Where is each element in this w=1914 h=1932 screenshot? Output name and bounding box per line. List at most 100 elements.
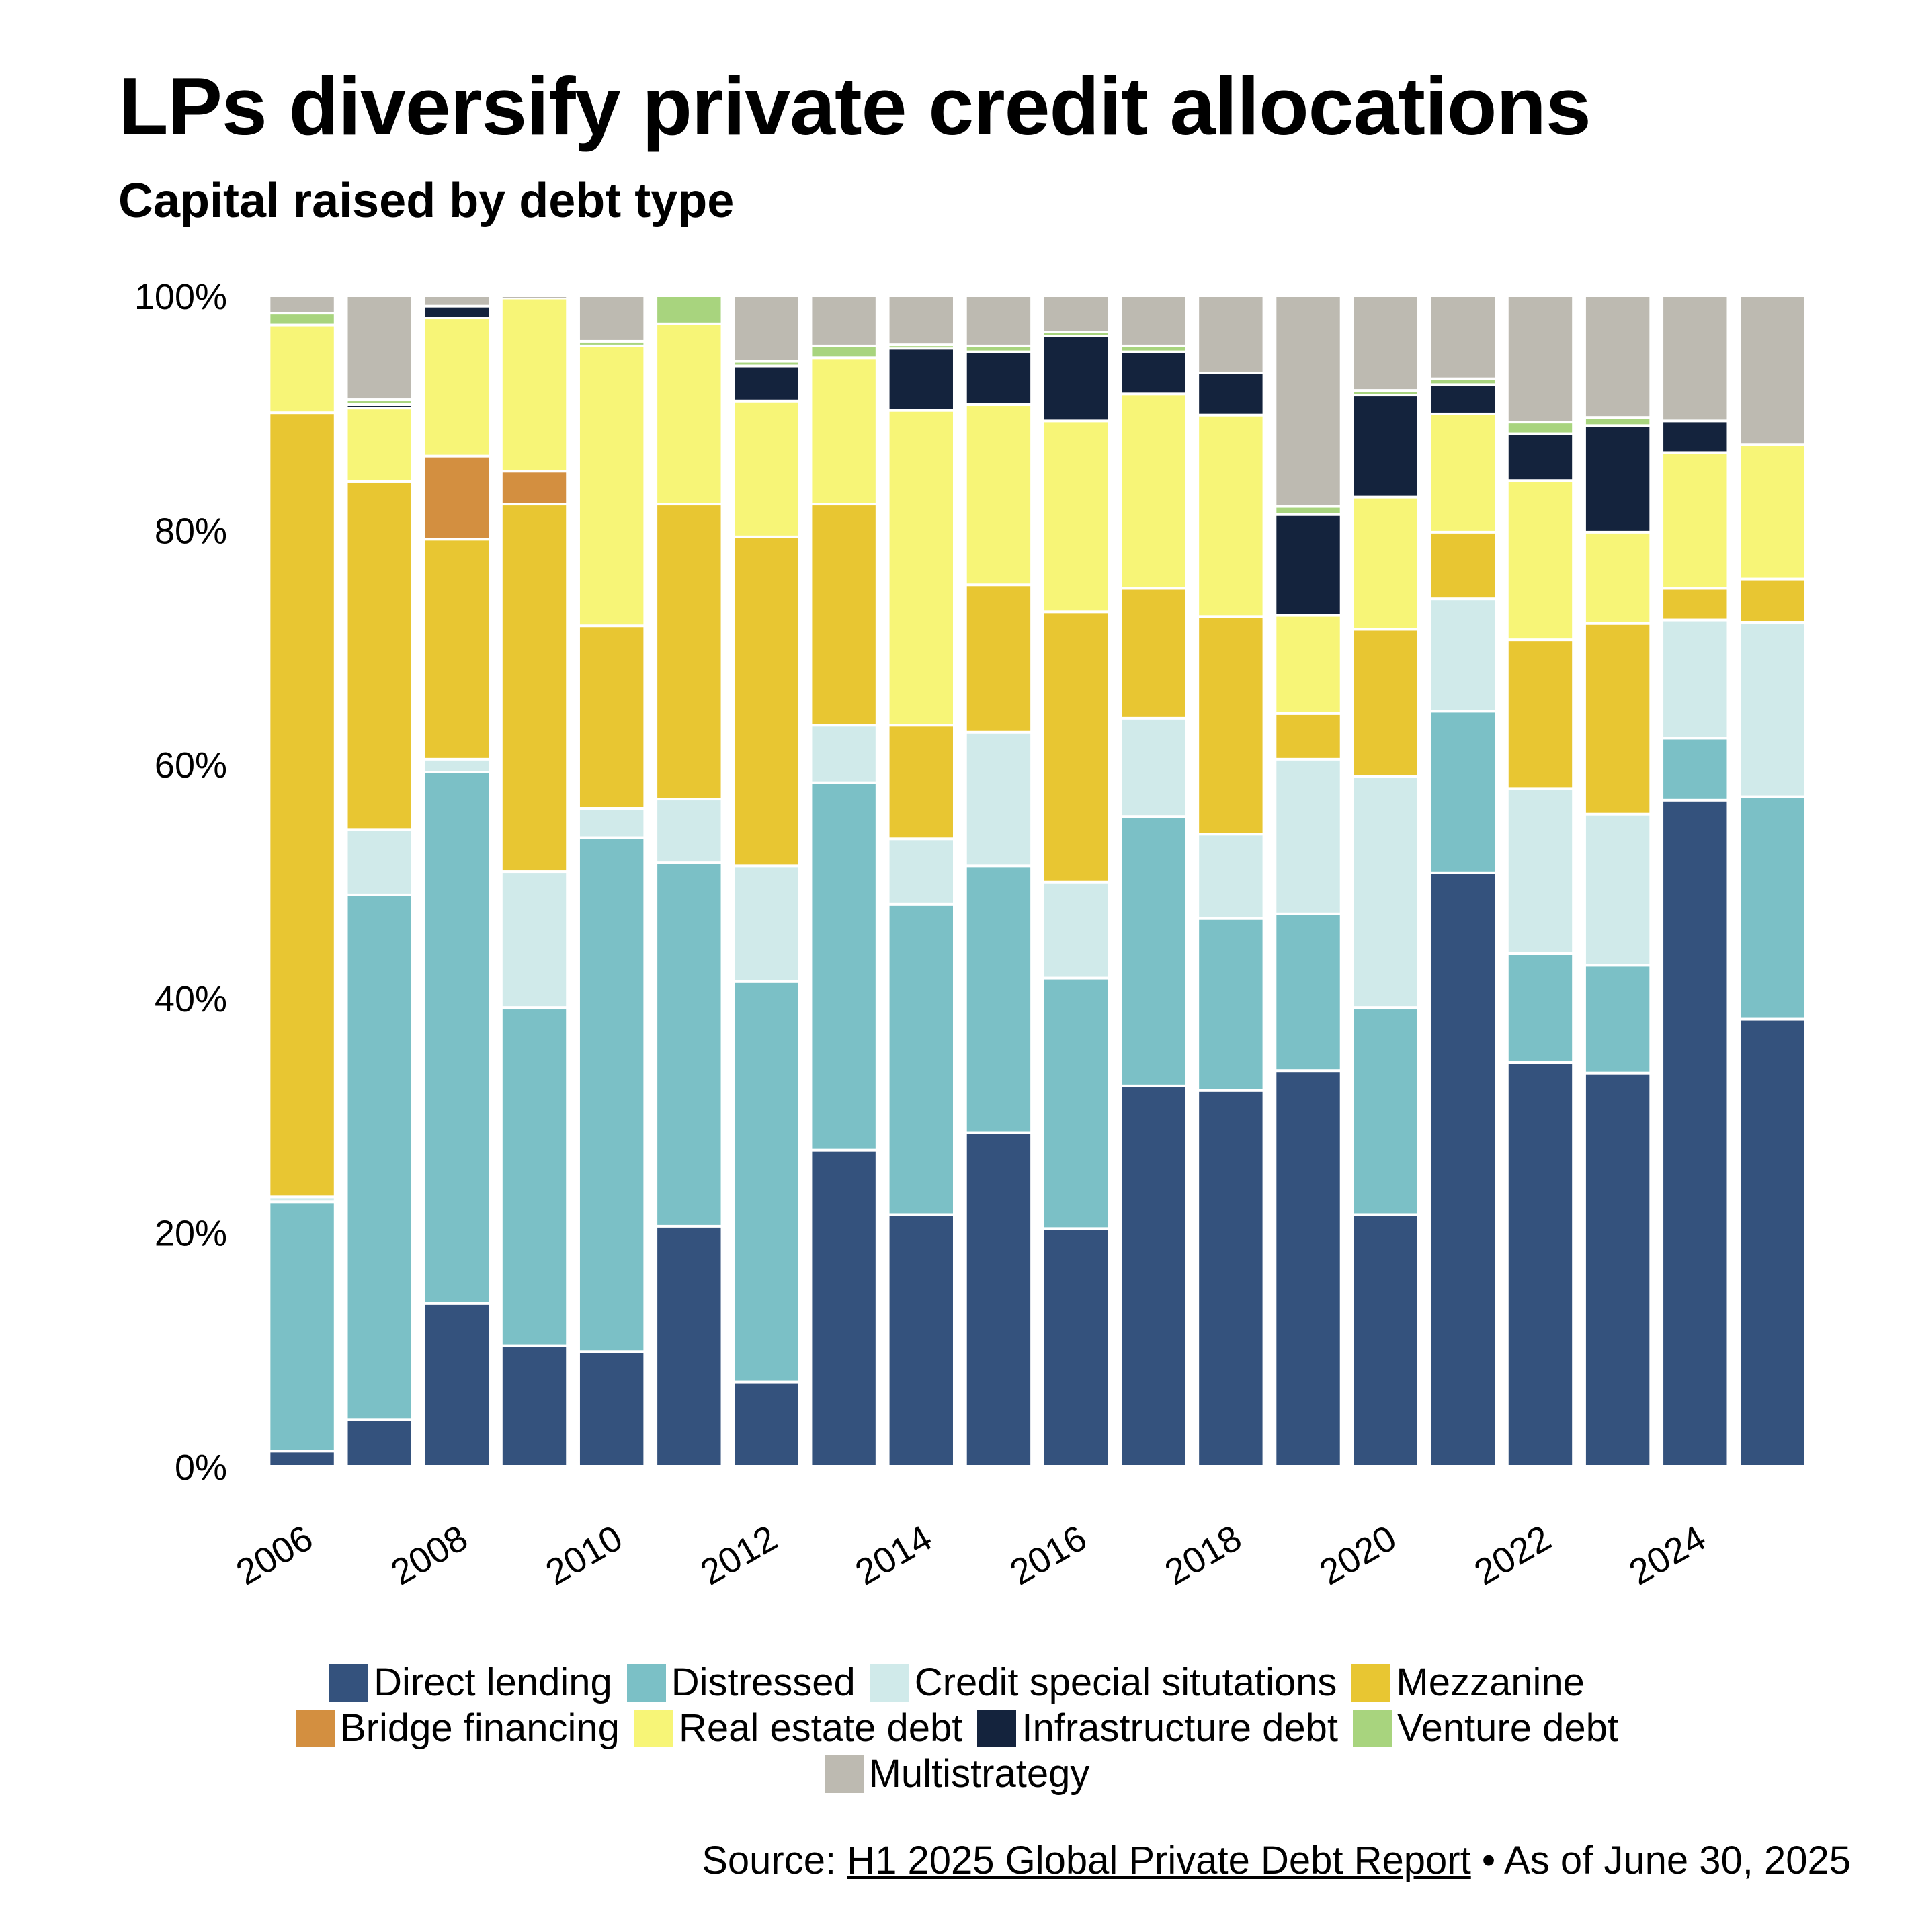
bar-segment-venture-debt-2020	[1354, 392, 1417, 394]
bar-segment-direct-lending-2017	[1122, 1087, 1185, 1465]
y-tick-label: 0%	[175, 1447, 227, 1488]
bar-segment-credit-special-situtations-2012	[735, 867, 798, 980]
bar-segment-multistrategy-2010	[579, 297, 644, 340]
bar-2014	[889, 297, 953, 1465]
bar-segment-mezzanine-2017	[1122, 589, 1185, 717]
bar-2008	[425, 297, 489, 1465]
x-tick-label: 2022	[1468, 1517, 1558, 1593]
bar-segment-multistrategy-2006	[270, 297, 334, 312]
bar-segment-mezzanine-2018	[1199, 618, 1263, 833]
bar-segment-credit-special-situtations-2022	[1508, 790, 1573, 953]
bar-2013	[812, 297, 876, 1465]
bar-segment-mezzanine-2022	[1508, 641, 1573, 788]
bar-segment-direct-lending-2013	[812, 1151, 876, 1465]
bar-2024	[1663, 297, 1727, 1465]
chart-title: LPs diversify private credit allocations	[118, 60, 1591, 152]
bar-segment-venture-debt-2021	[1431, 380, 1495, 384]
bar-segment-direct-lending-2025	[1741, 1020, 1804, 1465]
source-prefix: Source:	[702, 1839, 847, 1882]
bar-2017	[1122, 297, 1185, 1465]
bar-segment-direct-lending-2015	[966, 1134, 1031, 1465]
bar-segment-direct-lending-2024	[1663, 801, 1727, 1465]
source-note: Source: H1 2025 Global Private Debt Repo…	[702, 1838, 1851, 1883]
bar-segment-real-estate-debt-2013	[812, 359, 876, 503]
bar-2022	[1508, 297, 1573, 1465]
bar-segment-direct-lending-2006	[270, 1452, 334, 1465]
bar-segment-real-estate-debt-2015	[966, 406, 1031, 584]
x-tick-label: 2016	[1003, 1517, 1093, 1593]
bar-segment-multistrategy-2024	[1663, 297, 1727, 420]
bar-segment-distressed-2013	[812, 784, 876, 1149]
legend-item: Real estate debt	[634, 1706, 962, 1751]
x-tick-label: 2024	[1622, 1517, 1712, 1593]
bar-segment-mezzanine-2009	[502, 505, 567, 871]
legend-swatch	[634, 1710, 673, 1747]
bar-segment-distressed-2023	[1585, 966, 1650, 1072]
bar-segment-direct-lending-2010	[579, 1353, 644, 1465]
bar-segment-distressed-2024	[1663, 739, 1727, 799]
bar-2020	[1354, 297, 1417, 1465]
bar-segment-infrastructure-debt-2020	[1354, 396, 1417, 496]
bar-segment-multistrategy-2025	[1741, 297, 1804, 444]
bar-2019	[1276, 297, 1340, 1465]
bar-segment-infrastructure-debt-2008	[425, 307, 489, 317]
legend-item: Bridge financing	[296, 1706, 620, 1751]
bar-segment-credit-special-situtations-2025	[1741, 624, 1804, 796]
bar-2006	[270, 297, 334, 1465]
bar-segment-real-estate-debt-2007	[347, 409, 411, 480]
bar-segment-infrastructure-debt-2022	[1508, 435, 1573, 480]
legend-swatch	[329, 1664, 369, 1702]
bar-segment-venture-debt-2015	[966, 347, 1031, 351]
bar-segment-multistrategy-2009	[502, 297, 567, 298]
bar-segment-distressed-2014	[889, 905, 953, 1214]
bar-segment-infrastructure-debt-2012	[735, 367, 798, 400]
bar-segment-distressed-2017	[1122, 818, 1185, 1085]
bar-segment-credit-special-situtations-2006	[270, 1198, 334, 1201]
bar-segment-direct-lending-2018	[1199, 1091, 1263, 1465]
bar-segment-credit-special-situtations-2021	[1431, 600, 1495, 710]
bar-segment-mezzanine-2024	[1663, 589, 1727, 619]
bar-segment-venture-debt-2012	[735, 362, 798, 365]
y-tick-label: 100%	[134, 277, 227, 317]
bar-segment-mezzanine-2010	[579, 627, 644, 807]
bar-segment-credit-special-situtations-2020	[1354, 778, 1417, 1007]
bar-segment-distressed-2016	[1044, 979, 1108, 1228]
bar-segment-multistrategy-2020	[1354, 297, 1417, 390]
bar-segment-multistrategy-2008	[425, 297, 489, 305]
bar-segment-infrastructure-debt-2007	[347, 406, 411, 408]
bar-segment-mezzanine-2013	[812, 505, 876, 724]
bar-2012	[735, 297, 798, 1465]
bar-segment-direct-lending-2016	[1044, 1230, 1108, 1465]
bar-segment-mezzanine-2023	[1585, 624, 1650, 813]
legend-label: Distressed	[671, 1661, 856, 1704]
y-tick-label: 20%	[155, 1214, 227, 1254]
bar-segment-infrastructure-debt-2017	[1122, 353, 1185, 393]
bar-segment-credit-special-situtations-2008	[425, 760, 489, 771]
legend-label: Bridge financing	[340, 1706, 620, 1750]
legend-label: Real estate debt	[678, 1706, 963, 1750]
bar-2018	[1199, 297, 1263, 1465]
bar-2015	[966, 297, 1031, 1465]
bar-2023	[1585, 297, 1650, 1465]
bar-segment-multistrategy-2023	[1585, 297, 1650, 417]
bar-segment-direct-lending-2009	[502, 1347, 567, 1465]
bar-segment-direct-lending-2014	[889, 1216, 953, 1465]
bar-segment-direct-lending-2020	[1354, 1216, 1417, 1465]
bar-segment-venture-debt-2016	[1044, 333, 1108, 335]
bar-segment-mezzanine-2025	[1741, 580, 1804, 622]
bar-segment-distressed-2019	[1276, 915, 1340, 1070]
bar-segment-real-estate-debt-2014	[889, 411, 953, 724]
bar-segment-real-estate-debt-2012	[735, 402, 798, 536]
bar-segment-infrastructure-debt-2021	[1431, 386, 1495, 413]
legend-row: Multistrategy	[0, 1751, 1914, 1797]
source-report-link[interactable]: H1 2025 Global Private Debt Report	[847, 1839, 1471, 1882]
bars	[270, 297, 1804, 1465]
bar-segment-venture-debt-2017	[1122, 347, 1185, 351]
legend-item: Distressed	[626, 1660, 856, 1706]
legend-item: Mezzanine	[1351, 1660, 1585, 1706]
bar-segment-multistrategy-2018	[1199, 297, 1263, 372]
bar-segment-credit-special-situtations-2010	[579, 809, 644, 837]
bar-segment-real-estate-debt-2025	[1741, 446, 1804, 578]
bar-segment-real-estate-debt-2008	[425, 319, 489, 455]
bar-segment-credit-special-situtations-2023	[1585, 815, 1650, 964]
